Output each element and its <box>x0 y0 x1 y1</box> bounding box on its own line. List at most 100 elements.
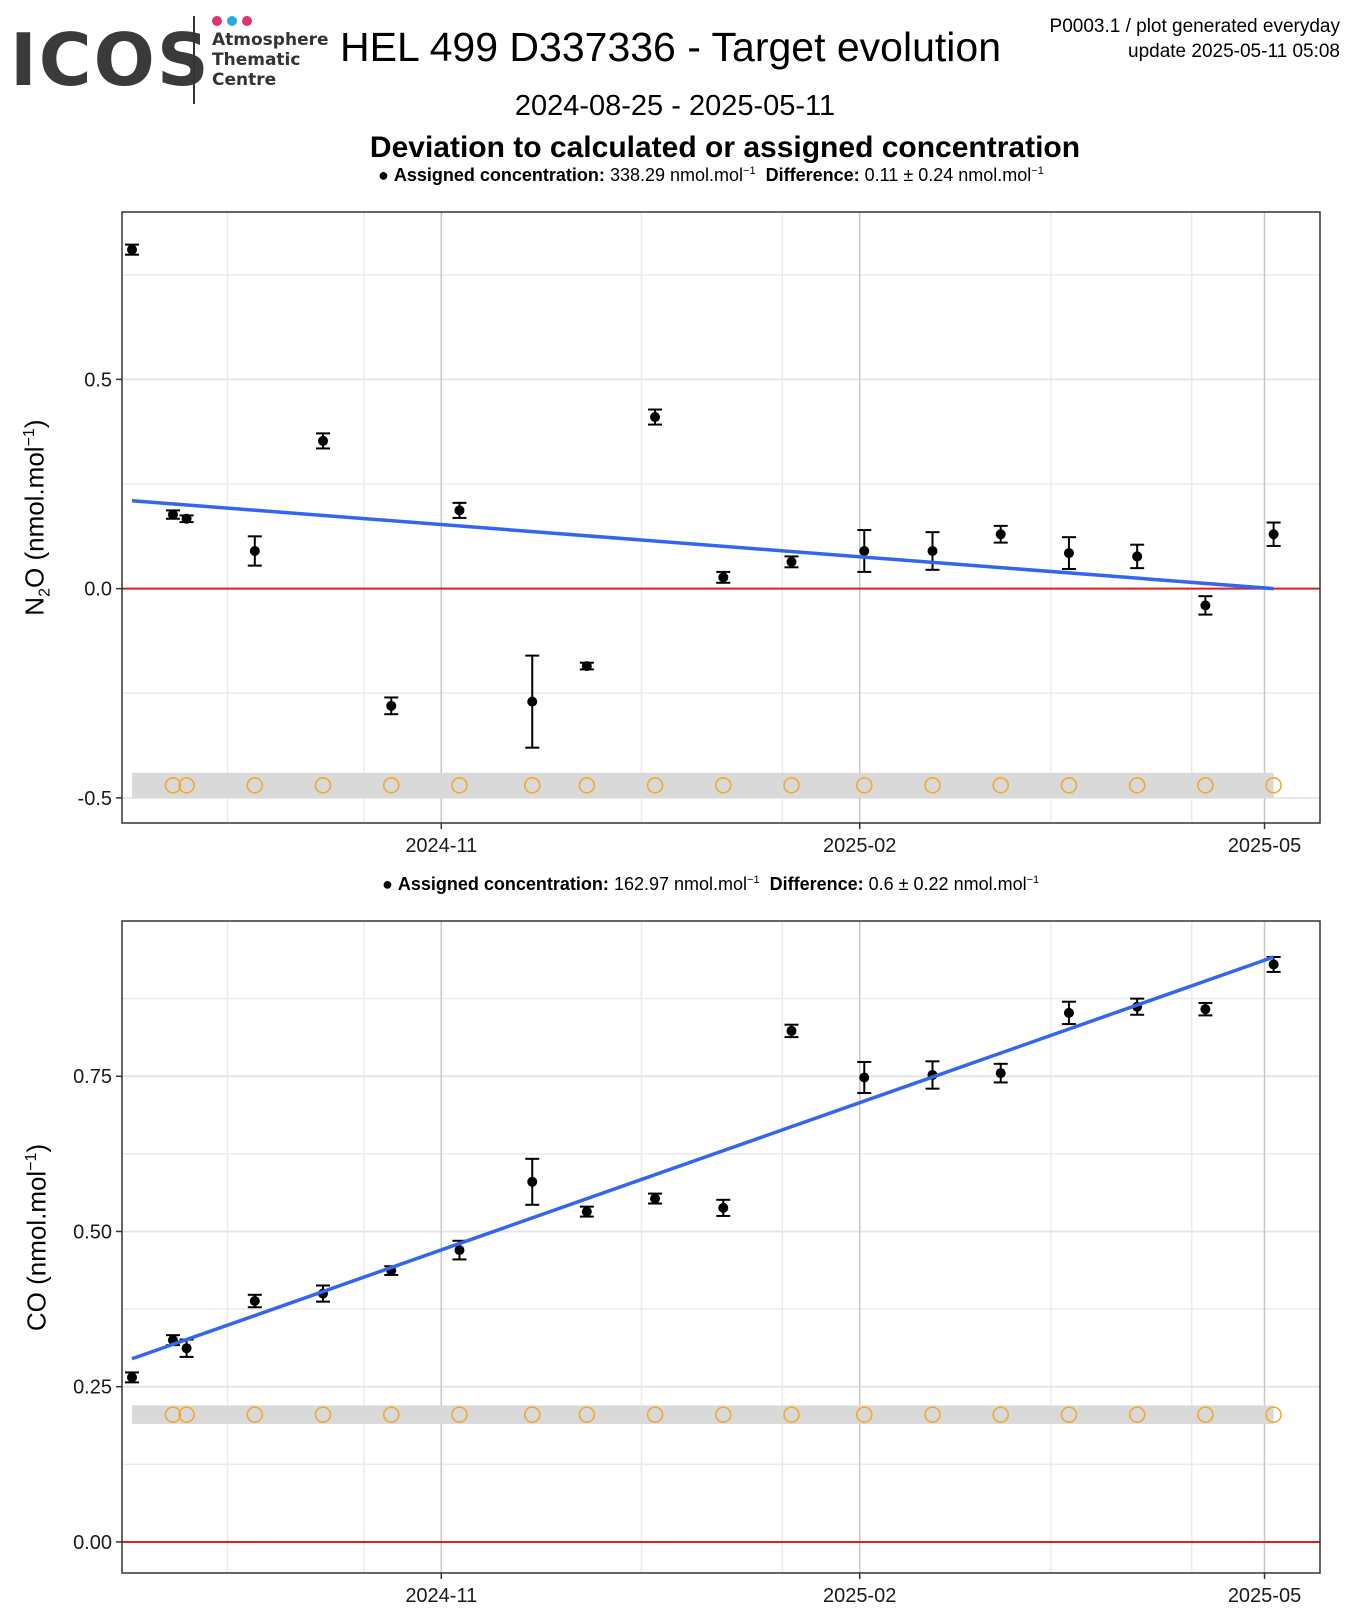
x-tick-label: 2024-11 <box>405 835 477 857</box>
logo-divider <box>193 16 195 104</box>
data-point <box>1268 529 1279 540</box>
caption-label: Difference: <box>765 165 860 185</box>
data-point <box>927 545 938 556</box>
y-tick-label: 0.0 <box>84 579 112 601</box>
reference-ring <box>1265 777 1282 794</box>
data-point <box>527 696 538 707</box>
data-point <box>249 545 260 556</box>
reference-ring <box>314 1406 332 1423</box>
data-point <box>1200 600 1211 611</box>
data-point <box>454 505 465 516</box>
caption-value: 338.29 nmol.mol <box>609 165 744 185</box>
plot-frame <box>121 211 1321 824</box>
data-point <box>859 1072 870 1083</box>
reference-ring <box>578 777 596 794</box>
y-tick-label: 0.25 <box>73 1377 112 1399</box>
data-point <box>127 1372 137 1383</box>
caption-label: Assigned concentration: <box>393 165 605 185</box>
data-point <box>786 556 797 567</box>
y-tick-label: 0.00 <box>73 1532 112 1554</box>
reference-ring <box>246 777 264 794</box>
logo-subtitle-line: Thematic <box>212 50 301 70</box>
data-point <box>1063 548 1074 559</box>
data-point <box>181 513 192 524</box>
x-tick-label: 2025-05 <box>1228 835 1301 857</box>
reference-band <box>132 772 1274 798</box>
reference-ring <box>856 1406 873 1423</box>
reference-ring <box>523 1406 541 1423</box>
data-point <box>859 545 870 556</box>
caption-value: 0.6 ± 0.22 nmol.mol <box>868 874 1027 894</box>
reference-ring <box>1060 777 1078 794</box>
reference-ring <box>1128 777 1146 794</box>
caption-n2o: ● Assigned concentration: 338.29 nmol.mo… <box>378 165 1044 185</box>
reference-ring <box>783 777 800 794</box>
reference-ring <box>924 777 941 794</box>
caption-co: ● Assigned concentration: 162.97 nmol.mo… <box>382 874 1040 894</box>
reference-ring <box>1128 1406 1146 1423</box>
reference-band <box>132 1405 1274 1424</box>
x-tick-label: 2025-02 <box>823 835 896 857</box>
reference-ring <box>783 1406 800 1423</box>
plot-frame <box>121 920 1321 1574</box>
reference-ring <box>164 777 182 794</box>
data-point <box>167 509 178 520</box>
caption-value: 162.97 nmol.mol <box>613 874 748 894</box>
reference-ring <box>1265 1406 1282 1423</box>
caption-label: Difference: <box>769 874 864 894</box>
caption-value: 0.11 ± 0.24 nmol.mol <box>864 165 1032 185</box>
data-point <box>650 412 661 423</box>
date-range: 2024-08-25 - 2025-05-11 <box>514 90 836 122</box>
logo-dot-1 <box>212 16 222 26</box>
reference-ring <box>1060 1406 1078 1423</box>
data-point <box>127 244 137 255</box>
trend-line <box>131 955 1275 1361</box>
icos-logo: ICOS <box>10 18 211 102</box>
reference-ring <box>924 1406 941 1423</box>
meta-line: update 2025-05-11 05:08 <box>1128 41 1340 62</box>
data-point <box>718 572 729 583</box>
x-tick-label: 2025-02 <box>823 1585 896 1607</box>
caption-bullet-icon: ● <box>378 165 389 185</box>
reference-ring <box>451 777 468 794</box>
data-point <box>581 1206 592 1217</box>
y-tick-label: -0.5 <box>78 788 112 810</box>
reference-ring <box>856 777 873 794</box>
data-point <box>386 700 397 711</box>
plot-meta: P0003.1 / plot generated everyday update… <box>1050 14 1340 64</box>
reference-ring <box>578 1406 596 1423</box>
caption-bullet-icon: ● <box>382 874 393 894</box>
chart-panel-0: -0.5 0.0 0.5 2024-11 2025-02 2025-05 <box>78 211 1321 857</box>
data-point <box>1200 1004 1211 1015</box>
data-point <box>454 1245 465 1256</box>
reference-ring <box>646 1406 664 1423</box>
data-point <box>581 661 592 672</box>
data-point <box>527 1176 538 1187</box>
reference-ring <box>715 777 732 794</box>
data-point <box>650 1193 661 1204</box>
caption-label: Assigned concentration: <box>397 874 609 894</box>
data-point <box>995 529 1006 540</box>
data-point <box>786 1025 797 1036</box>
reference-ring <box>523 777 541 794</box>
reference-ring <box>383 1406 400 1423</box>
reference-ring <box>1197 777 1214 794</box>
x-tick-label: 2025-05 <box>1228 1585 1301 1607</box>
reference-ring <box>164 1406 182 1423</box>
reference-ring <box>383 777 400 794</box>
y-tick-label: 0.50 <box>73 1221 112 1243</box>
logo-subtitle: Atmosphere Thematic Centre <box>212 30 329 90</box>
chart-panel-1: 0.00 0.25 0.50 0.75 2024-11 2025-02 2025-05 <box>73 920 1321 1607</box>
data-point <box>249 1296 260 1307</box>
reference-ring <box>246 1406 264 1423</box>
reference-ring <box>178 1406 195 1423</box>
data-point <box>318 435 329 446</box>
chart-subtitle: Deviation to calculated or assigned conc… <box>369 131 1081 164</box>
reference-ring <box>646 777 664 794</box>
page-title: HEL 499 D337336 - Target evolution <box>340 24 1002 70</box>
data-point <box>1063 1007 1074 1018</box>
reference-ring <box>451 1406 468 1423</box>
reference-ring <box>1197 1406 1214 1423</box>
data-point <box>1268 959 1279 970</box>
